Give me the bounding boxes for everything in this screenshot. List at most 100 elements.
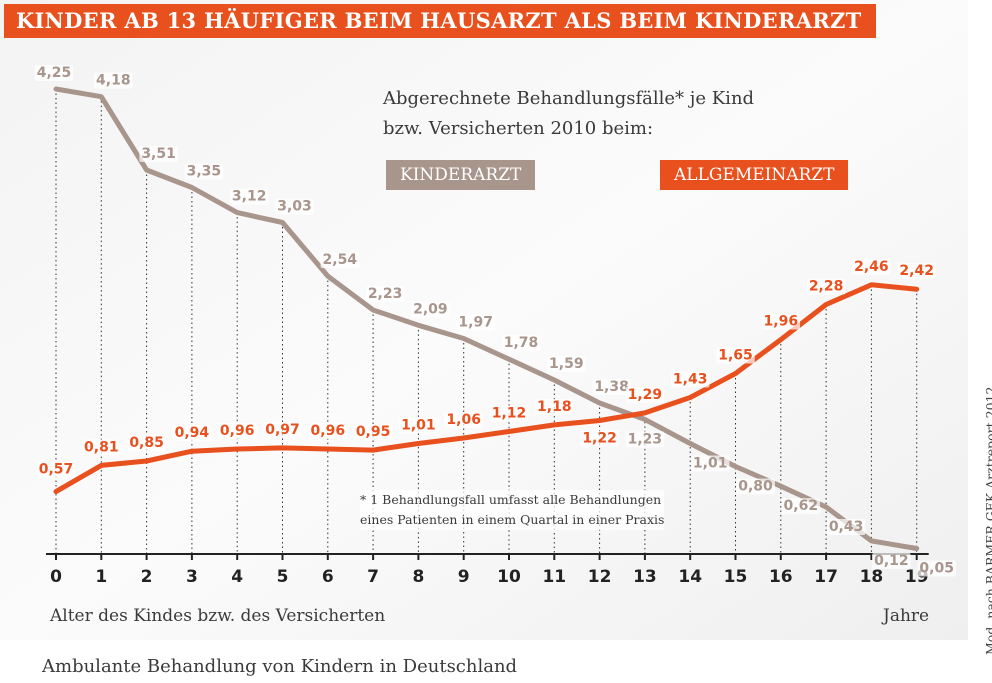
x-tick-label-8: 8 [412,567,424,587]
data-label-bg [535,398,574,415]
x-tick-label-3: 3 [186,567,198,587]
data-label-kinderarzt-16: 0,62 [784,498,819,514]
chart-subtitle: Abgerechnete Behandlungsfälle* je Kind b… [383,84,754,144]
data-label-kinderarzt-15: 0,80 [738,478,773,494]
data-label-bg [229,188,269,205]
data-label-kinderarzt-18: 0,12 [874,553,909,569]
data-label-kinderarzt-3: 3,35 [187,163,222,179]
x-tick-label-10: 10 [497,567,521,587]
x-tick-label-15: 15 [724,567,748,587]
data-label-bg [917,560,956,577]
data-label-kinderarzt-8: 2,09 [413,301,448,317]
data-label-allgemeinarzt-1: 0,81 [84,439,119,455]
x-tick-label-17: 17 [814,567,838,587]
data-label-bg [670,371,710,388]
x-tick-label-16: 16 [769,567,793,587]
data-label-bg [353,424,393,441]
data-label-kinderarzt-4: 3,12 [232,189,267,205]
x-tick-label-0: 0 [50,567,62,587]
data-label-kinderarzt-17: 0,43 [829,519,864,535]
data-label-kinderarzt-0: 4,25 [37,65,72,81]
legend-allgemeinarzt: ALLGEMEINARZT [660,160,849,190]
footnote: * 1 Behandlungsfall umfasst alle Behandl… [360,490,665,530]
data-label-allgemeinarzt-10: 1,12 [492,405,527,421]
data-label-kinderarzt-2: 3,51 [141,146,176,162]
x-tick-label-6: 6 [322,567,334,587]
data-label-bg [826,518,866,535]
data-label-allgemeinarzt-2: 0,85 [129,435,164,451]
data-label-allgemeinarzt-17: 2,28 [809,279,844,295]
data-label-kinderarzt-1: 4,18 [96,73,131,89]
x-tick-label-13: 13 [633,567,657,587]
data-label-bg [872,552,911,569]
data-label-allgemeinarzt-19: 2,42 [899,263,934,279]
data-label-allgemeinarzt-15: 1,65 [718,347,753,363]
series-line-allgemeinarzt [53,282,920,495]
data-label-bg [34,65,74,81]
data-label-kinderarzt-5: 3,03 [277,198,312,214]
data-label-kinderarzt-6: 2,54 [323,252,358,268]
data-label-bg [36,461,76,478]
data-label-bg [852,258,891,275]
x-tick-label-1: 1 [95,567,107,587]
data-label-allgemeinarzt-5: 0,97 [265,422,300,438]
data-label-kinderarzt-12: 1,38 [594,379,629,395]
data-label-kinderarzt-7: 2,23 [368,286,403,302]
x-tick-label-14: 14 [678,567,702,587]
x-tick-label-2: 2 [141,567,153,587]
x-tick-label-11: 11 [542,567,566,587]
data-label-bg [897,263,936,280]
data-label-bg [275,198,314,215]
x-tick-label-18: 18 [860,567,884,587]
data-label-bg [139,145,178,162]
data-label-bg [320,252,360,269]
data-label-bg [411,301,450,318]
data-label-bg [172,425,212,442]
x-tick-label-4: 4 [231,567,243,587]
footnote-line-1: * 1 Behandlungsfall umfasst alle Behandl… [360,490,665,510]
x-axis-label: Alter des Kindes bzw. des Versicherten [50,606,386,626]
data-label-bg [592,379,631,396]
data-label-allgemeinarzt-7: 0,95 [356,424,391,440]
data-label-kinderarzt-14: 1,01 [693,455,728,471]
data-label-allgemeinarzt-16: 1,96 [764,314,799,330]
data-label-bg [365,286,405,303]
x-tick-label-9: 9 [458,567,470,587]
data-label-bg [781,498,821,515]
data-label-bg [399,417,438,434]
data-label-allgemeinarzt-11: 1,18 [537,399,572,415]
data-label-kinderarzt-19: 0,05 [919,561,954,577]
data-label-allgemeinarzt-9: 1,06 [446,412,481,428]
data-label-bg [625,431,665,448]
x-tick-label-5: 5 [277,567,289,587]
data-label-bg [263,421,302,438]
data-label-bg [489,405,529,422]
data-label-bg [625,386,665,403]
data-labels: 4,25 4,18 3,51 3,35 3,12 3,03 2,54 2,23 2,09 1,97… [34,65,956,577]
data-label-allgemeinarzt-18: 2,46 [854,259,889,275]
data-label-bg [501,335,541,352]
data-label-kinderarzt-11: 1,59 [549,356,584,372]
data-label-bg [736,478,776,495]
data-label-allgemeinarzt-6: 0,96 [311,423,346,439]
legend-kinderarzt: KINDERARZT [386,160,536,190]
data-label-kinderarzt-13: 1,23 [628,431,663,447]
data-label-bg [308,422,348,439]
data-label-allgemeinarzt-14: 1,43 [673,372,708,388]
data-label-bg [217,422,257,439]
source-note: Mod. nach BARMER GEK Arztreport 2012 [983,386,992,655]
x-tick-label-7: 7 [367,567,379,587]
data-label-kinderarzt-9: 1,97 [458,314,493,330]
subtitle-line-1: Abgerechnete Behandlungsfälle* je Kind [383,88,755,109]
x-axis-ticks: 0 1 2 3 4 5 6 7 8 9 10 11 12 13 14 15 16 17 18 19 [50,554,929,587]
data-label-kinderarzt-10: 1,78 [504,335,539,351]
data-label-bg [761,313,801,330]
caption: Ambulante Behandlung von Kindern in Deut… [42,656,518,677]
footnote-line-2: eines Patienten in einem Quartal in eine… [360,510,665,530]
data-label-bg [184,163,224,180]
data-label-allgemeinarzt-13: 1,29 [628,387,663,403]
x-axis-unit: Jahre [883,606,930,626]
data-label-bg [806,278,846,295]
data-label-bg [82,439,121,456]
